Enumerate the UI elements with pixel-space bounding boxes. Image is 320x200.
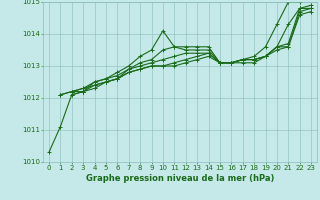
X-axis label: Graphe pression niveau de la mer (hPa): Graphe pression niveau de la mer (hPa) — [86, 174, 274, 183]
